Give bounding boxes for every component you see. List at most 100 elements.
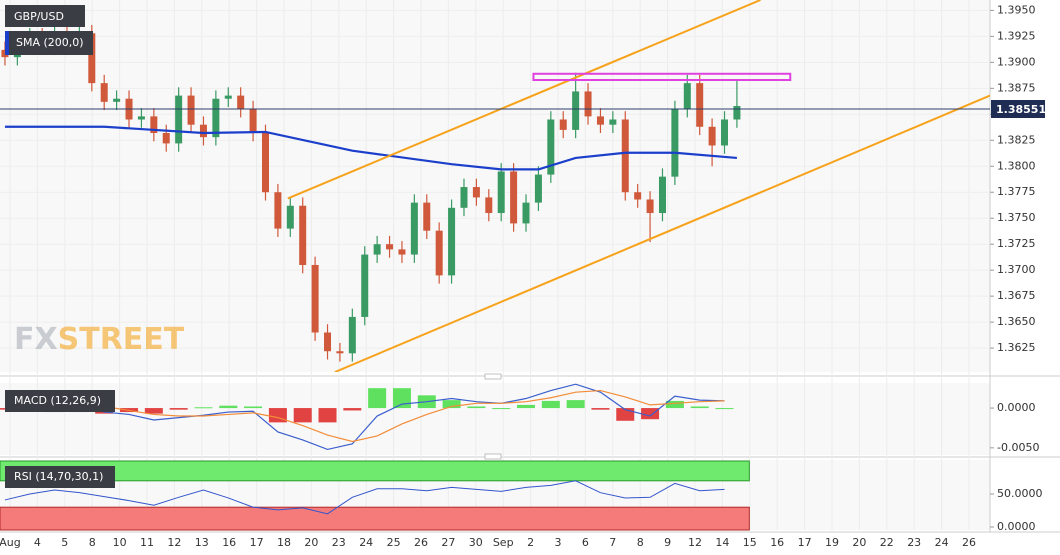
macd-histogram [665,400,684,409]
macd-histogram [541,400,560,409]
candle-body [398,249,406,255]
main-panel [0,0,990,372]
candle-body [224,95,232,99]
x-tick-label: 26 [962,536,976,549]
candle-body [435,230,443,276]
x-tick-label: 19 [825,536,839,549]
grip[interactable] [484,373,502,460]
x-tick-label: 23 [907,536,921,549]
macd-histogram [144,408,163,414]
candle-body [733,105,741,120]
x-tick-label: 20 [852,536,866,549]
candle-body [249,109,257,134]
candle-body [150,116,158,134]
x-tick-label: 20 [304,536,318,549]
watermark-street: STREET [58,322,185,357]
rsi-oversold [0,506,750,531]
macd-histogram [690,406,709,409]
last-price-label: 1.38551 [996,103,1046,116]
macd-histogram [169,408,188,410]
main-plot [0,0,990,372]
x-tick-label: 26 [414,536,428,549]
candle-body [460,187,468,208]
y-tick-label: 0.0000 [997,520,1036,533]
macd-histogram [715,408,734,410]
symbol: GBP/USD [14,10,64,23]
sma-box [5,31,93,55]
candle-body [485,197,493,214]
candle-body [448,207,456,276]
x-tick-label: 17 [250,536,264,549]
watermark: FXSTREET [14,322,185,357]
y-tick-label: 1.3950 [997,3,1036,16]
candle-body [386,244,394,250]
y-tick-label: 1.3650 [997,315,1036,328]
trendline [334,94,990,372]
x-tick-label: 23 [332,536,346,549]
y-tick-label: 50.0000 [997,487,1043,500]
macd-box [5,390,115,412]
candle-body [336,351,344,354]
candle-body [497,171,505,214]
macd-histogram [368,388,387,409]
candle-body [274,192,282,229]
candle-body [199,124,207,138]
y-tick-label: 1.3775 [997,185,1036,198]
candle-body [683,83,691,110]
candle-body [584,91,592,117]
x-tick-label: Aug [0,536,21,549]
x-tick-label: 8 [637,536,644,549]
candle-body [286,205,294,229]
macd-histogram [517,404,536,409]
candle-body [373,244,381,255]
x-tick-label: 7 [609,536,616,549]
x-tick-label: 18 [277,536,291,549]
candle-body [1,49,9,58]
x-tick-label: 12 [167,536,181,549]
x-tick-label: 3 [555,536,562,549]
candle-body [721,119,729,146]
candle-body [696,83,704,127]
candle-body [658,176,666,214]
y-tick-label: 1.3675 [997,289,1036,302]
rsi-box [5,466,115,488]
x-tick-label: 13 [195,536,209,549]
candle-body [510,171,518,224]
macd-label: MACD (12,26,9) [14,394,101,407]
candle-body [621,119,629,193]
x-tick-label: 5 [61,536,68,549]
last-price-box [991,100,1045,119]
rsi-overbought [0,460,750,482]
x-tick-label: 12 [688,536,702,549]
candle-body [708,126,716,146]
macd-line [4,383,725,451]
y-tick-label: 1.3825 [997,133,1036,146]
y-tick-label: -0.0050 [997,441,1039,454]
candle-body [311,264,319,333]
x-tick-label: 25 [387,536,401,549]
candle-body [534,174,542,203]
y-tick-label: 1.3700 [997,263,1036,276]
x-tick-label: 16 [770,536,784,549]
candle-body [522,202,530,224]
candle-body [423,202,431,231]
y-tick-label: 1.3900 [997,55,1036,68]
x-tick-label: 24 [935,536,949,549]
macd-histogram [194,407,213,409]
candle-body [237,95,245,110]
trendline [287,0,761,200]
x-tick-label: 17 [798,536,812,549]
candle-body [261,133,269,193]
x-tick-label: 4 [34,536,41,549]
y-tick-label: 1.3800 [997,159,1036,172]
sma-label: SMA (200,0) [16,36,84,49]
x-tick-label: 16 [222,536,236,549]
rsi-label: RSI (14,70,30,1) [14,470,103,483]
x-tick-label: 14 [715,536,729,549]
macd-histogram [591,408,610,410]
y-tick-label: 0.0000 [997,401,1036,414]
y-tick-label: 1.3875 [997,81,1036,94]
candle-body [596,116,604,125]
candle-body [175,95,183,144]
